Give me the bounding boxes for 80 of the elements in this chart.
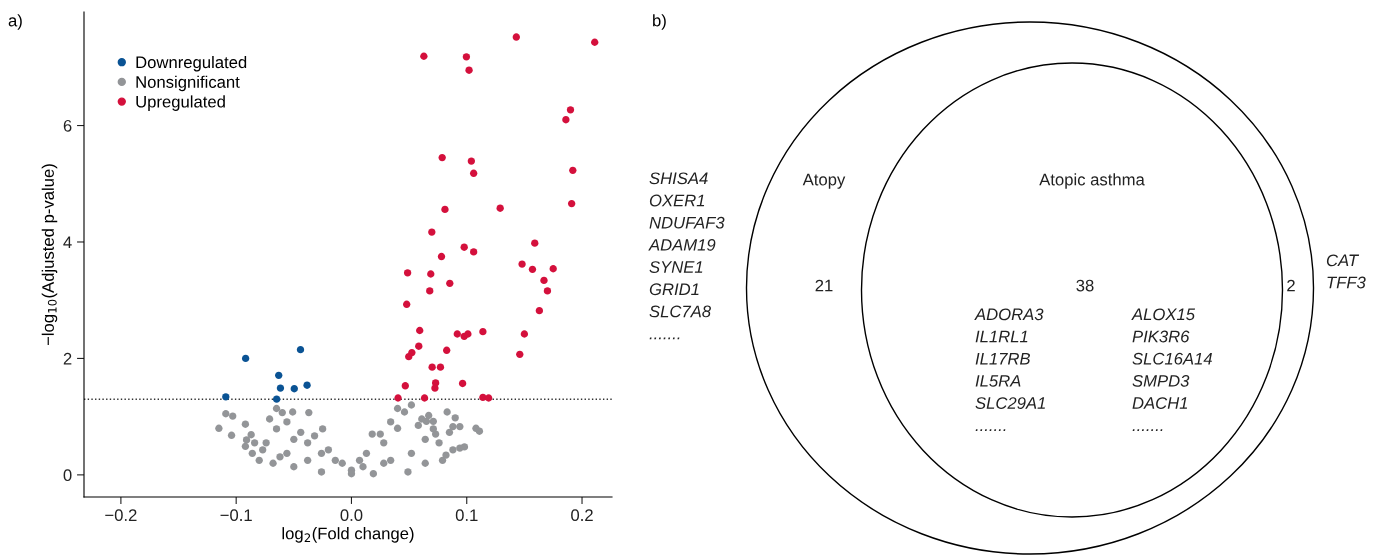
point xyxy=(535,307,544,315)
point xyxy=(426,287,434,295)
text: CAT TFF3 xyxy=(1326,254,1366,289)
text: 2 xyxy=(1287,279,1295,292)
chart-title: a) xyxy=(8,14,22,30)
text: ALOX15 PIK3R6 SLC16A14 SMPD3 DACH1 ....... xyxy=(1131,308,1212,431)
point xyxy=(464,330,472,338)
point xyxy=(469,248,478,256)
point xyxy=(516,350,524,359)
point xyxy=(518,260,526,268)
point xyxy=(436,363,445,371)
point xyxy=(496,204,504,212)
point xyxy=(401,382,409,390)
point xyxy=(591,38,599,46)
point xyxy=(566,106,575,114)
point xyxy=(465,66,473,74)
point xyxy=(469,169,478,177)
point xyxy=(290,385,298,393)
point xyxy=(458,379,467,388)
point xyxy=(453,330,461,338)
point xyxy=(420,394,429,402)
legend-label: Downregulated xyxy=(136,55,247,72)
point xyxy=(431,384,439,392)
point xyxy=(528,265,537,274)
point xyxy=(462,53,471,61)
point xyxy=(420,52,428,60)
point xyxy=(443,346,451,354)
legend-label: Upregulated xyxy=(136,95,225,111)
point xyxy=(441,205,449,214)
point xyxy=(562,116,570,124)
point xyxy=(403,269,412,277)
point xyxy=(428,363,436,371)
text: SHISA4 OXER1 NDUFAF3 ADAM19 SYNE1 GRID1 SLC7A8 ....... xyxy=(648,172,725,340)
point xyxy=(567,199,576,208)
point xyxy=(428,228,436,236)
point xyxy=(403,300,411,308)
point xyxy=(484,394,493,402)
x-tick-label: 0.0 xyxy=(340,509,363,522)
point xyxy=(467,157,476,165)
point xyxy=(446,279,454,287)
point xyxy=(276,384,285,392)
point xyxy=(479,327,487,336)
point xyxy=(427,270,435,278)
point xyxy=(437,252,446,261)
point xyxy=(275,371,283,379)
point xyxy=(569,166,577,175)
y-tick-label: 0 xyxy=(63,469,72,482)
point xyxy=(415,342,423,350)
point xyxy=(540,276,548,285)
y-axis-title: −log$_{10}$(Adjusted p-value) xyxy=(41,164,58,346)
point xyxy=(460,243,468,251)
category-label: Atopic asthma xyxy=(1039,173,1145,189)
point xyxy=(531,239,539,247)
x-tick-label: 0.1 xyxy=(455,509,478,522)
point xyxy=(405,353,413,361)
point xyxy=(303,381,311,389)
point xyxy=(296,346,305,354)
y-tick-label: 2 xyxy=(63,352,72,365)
text: 38 xyxy=(1076,279,1094,292)
text: 21 xyxy=(815,279,833,292)
text: ADORA3 IL1RL1 IL17RB IL5RA SLC29A1 ....... xyxy=(974,308,1045,431)
text: b) xyxy=(653,14,666,30)
x-tick-label: −0.2 xyxy=(105,509,137,522)
y-tick-label: 4 xyxy=(63,236,72,249)
x-axis-title: log$_{2}$(Fold change) xyxy=(282,527,414,543)
y-tick-label: 6 xyxy=(63,119,72,132)
point xyxy=(512,33,520,41)
point xyxy=(394,394,402,402)
point xyxy=(438,153,446,162)
point xyxy=(549,265,557,273)
category-label: Atopy xyxy=(802,173,846,189)
point xyxy=(543,287,552,295)
x-tick-label: −0.1 xyxy=(220,509,252,522)
point xyxy=(222,393,230,401)
x-tick-label: 0.2 xyxy=(571,509,593,522)
point xyxy=(272,395,281,403)
point xyxy=(416,326,424,335)
point xyxy=(241,354,250,363)
legend-label: Nonsignificant xyxy=(136,75,240,92)
point xyxy=(520,330,529,338)
